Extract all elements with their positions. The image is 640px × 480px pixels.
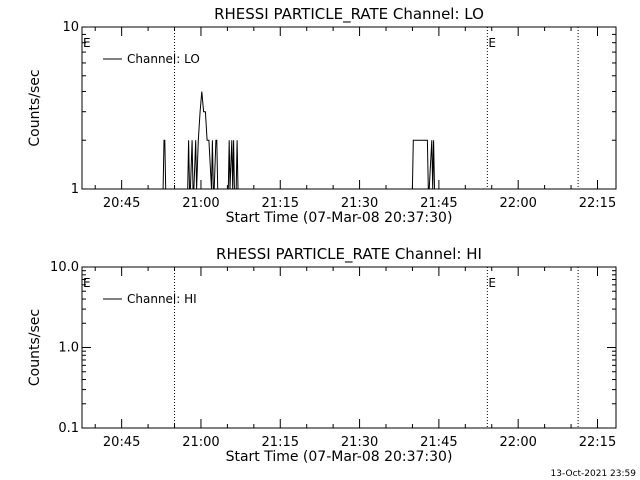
footer-timestamp: 13-Oct-2021 23:59 [551,469,637,479]
panel-1: RHESSI PARTICLE_RATE Channel: HI 0.1 1.0 10… [27,245,617,465]
x-tick-label: 21:00 [182,196,219,211]
event-marker-label: E [83,276,91,290]
y-axis-label: Counts/sec [27,309,43,386]
y-tick-label: 10.0 [50,260,79,275]
x-tick-label: 22:00 [499,435,536,450]
x-tick-label: 21:15 [262,435,299,450]
panel-0: RHESSI PARTICLE_RATE Channel: LO 1 10 20:45… [27,5,617,226]
x-tick-label: 21:45 [420,196,457,211]
chart-title: RHESSI PARTICLE_RATE Channel: LO [214,5,484,24]
x-axis-label: Start Time (07-Mar-08 20:37:30) [226,449,453,465]
x-tick-label: 22:15 [579,196,616,211]
x-tick-label: 21:15 [262,196,299,211]
event-marker-label: E [83,36,91,50]
y-tick-label: 1.0 [58,341,79,356]
chart-title: RHESSI PARTICLE_RATE Channel: HI [216,245,482,264]
x-tick-label: 21:00 [182,435,219,450]
y-tick-label: 1 [71,182,79,197]
x-tick-label: 21:30 [341,435,378,450]
event-marker-label: E [488,276,496,290]
event-marker-label: E [488,36,496,50]
legend-entry: Channel: LO [127,52,200,66]
x-tick-label: 20:45 [103,435,140,450]
x-tick-label: 22:15 [579,435,616,450]
x-tick-label: 22:00 [499,196,536,211]
x-tick-label: 21:30 [341,196,378,211]
y-tick-label: 0.1 [58,421,79,436]
y-axis-label: Counts/sec [27,69,43,146]
series-line-0 [162,91,435,190]
x-tick-label: 20:45 [103,196,140,211]
x-tick-label: 21:45 [420,435,457,450]
y-tick-label: 10 [62,20,79,35]
legend-entry: Channel: HI [127,292,197,306]
x-axis-label: Start Time (07-Mar-08 20:37:30) [226,210,453,226]
